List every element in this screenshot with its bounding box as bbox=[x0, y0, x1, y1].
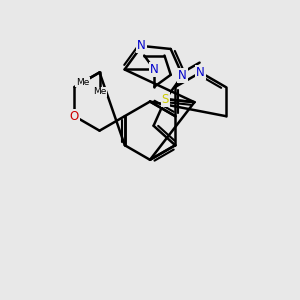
Text: Me: Me bbox=[93, 87, 106, 96]
Text: N: N bbox=[150, 63, 159, 76]
Text: O: O bbox=[70, 110, 79, 123]
Text: Me: Me bbox=[76, 78, 89, 87]
Text: N: N bbox=[196, 66, 205, 79]
Text: N: N bbox=[178, 69, 187, 82]
Text: N: N bbox=[137, 39, 146, 52]
Text: S: S bbox=[162, 93, 169, 106]
